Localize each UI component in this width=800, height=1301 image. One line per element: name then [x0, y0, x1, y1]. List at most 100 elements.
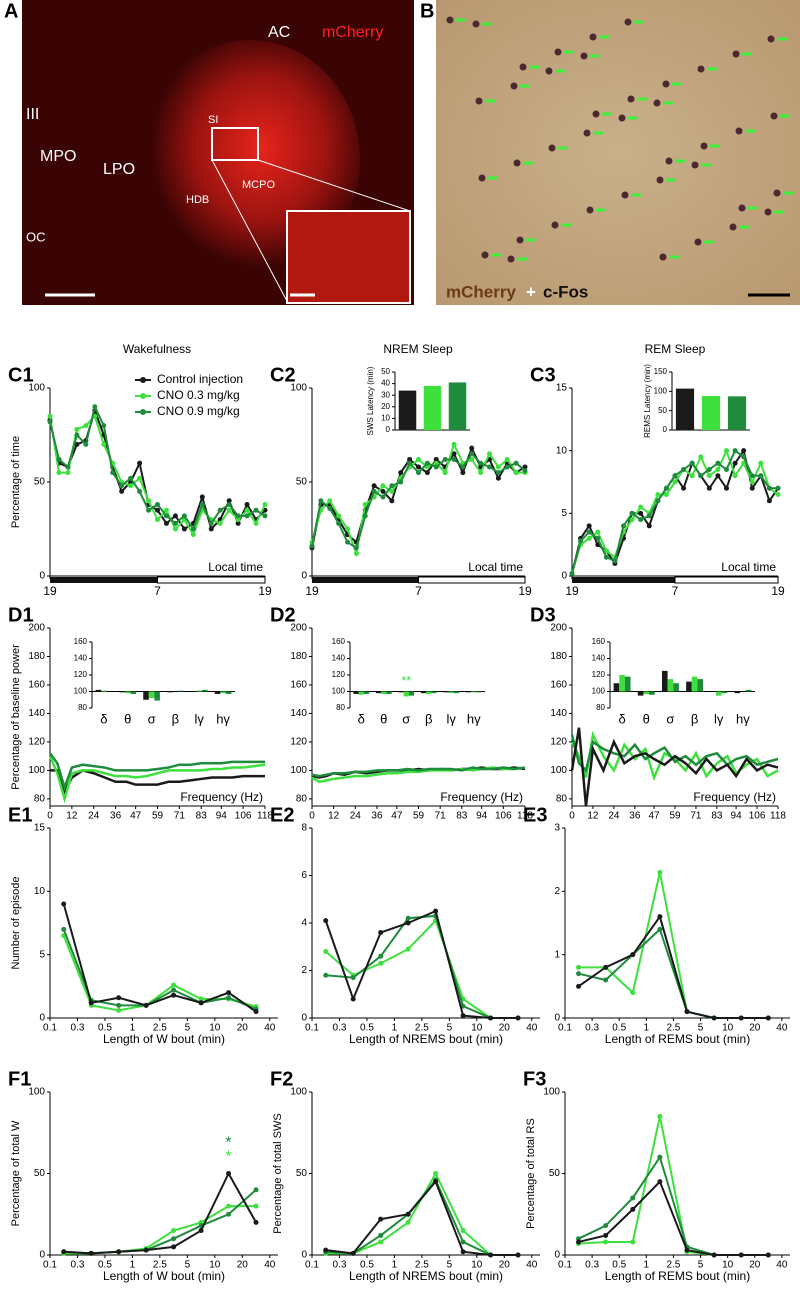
x-tick-label: 0.5 — [612, 1023, 626, 1034]
point — [663, 492, 669, 498]
point — [92, 404, 98, 410]
panel-letter: C1 — [8, 364, 34, 386]
cell — [624, 18, 632, 26]
x-tick-label: 36 — [371, 811, 383, 822]
y-tick-label: 120 — [592, 670, 606, 679]
category-label: β — [172, 711, 179, 726]
x-tick-label: 0.1 — [305, 1260, 319, 1271]
y-tick-label: 30 — [381, 390, 390, 399]
y-tick-label: 160 — [550, 680, 567, 691]
legend-marker — [140, 409, 146, 415]
cell — [621, 191, 629, 199]
point — [171, 992, 177, 998]
x-tick-label: 47 — [648, 811, 660, 822]
point — [110, 470, 116, 476]
y-tick-label: 160 — [28, 680, 45, 691]
category-label: θ — [643, 711, 650, 726]
x-tick-label: 1 — [130, 1023, 136, 1034]
bar — [453, 691, 460, 694]
point — [405, 1219, 411, 1225]
point — [657, 869, 663, 875]
x-tick-label: 0.5 — [612, 1260, 626, 1271]
series-line — [63, 1189, 257, 1255]
x-tick-label: 40 — [526, 1023, 538, 1034]
panel-a: A AC mCherry III MPO LPO SI MCPO HDB OC — [4, 0, 414, 305]
point — [657, 1113, 663, 1119]
point — [389, 498, 395, 504]
point — [323, 1247, 329, 1253]
y-tick-label: 160 — [332, 637, 346, 646]
y-tick-label: 120 — [290, 737, 307, 748]
category-label: β — [425, 711, 432, 726]
point — [389, 488, 395, 494]
point — [172, 526, 178, 532]
point — [244, 502, 250, 508]
panel-b: B mCherry + c-Fos — [420, 0, 800, 305]
point — [522, 464, 528, 470]
point — [684, 1009, 690, 1015]
y-tick-label: 140 — [592, 654, 606, 663]
y-tick-label: 10 — [381, 414, 390, 423]
point — [56, 456, 62, 462]
point — [766, 485, 772, 491]
point — [513, 470, 519, 476]
point — [630, 1239, 636, 1245]
panel-letter: F1 — [8, 1068, 31, 1090]
x-axis-title: Length of REMS bout (min) — [605, 1032, 750, 1046]
point — [172, 513, 178, 519]
bar — [119, 691, 125, 693]
series-line — [578, 1179, 769, 1256]
x-tick-label: 12 — [328, 811, 340, 822]
point — [198, 1000, 204, 1006]
x-axis-title: Local time — [208, 560, 263, 574]
point — [495, 464, 501, 470]
point — [88, 1250, 94, 1256]
point — [244, 507, 250, 513]
point — [451, 451, 457, 457]
point — [83, 423, 89, 429]
series-line — [311, 766, 526, 778]
bar — [661, 670, 668, 692]
point — [724, 448, 729, 454]
bar — [637, 691, 644, 696]
panel-letter: F2 — [270, 1068, 293, 1090]
x-tick-label: 2.5 — [666, 1023, 680, 1034]
point — [398, 470, 404, 476]
point — [389, 483, 395, 489]
point — [253, 507, 259, 513]
category-label: δ — [358, 711, 365, 726]
y-tick-label: 180 — [290, 651, 307, 662]
series-line — [577, 914, 769, 1019]
point — [208, 520, 214, 526]
point — [199, 502, 205, 508]
x-tick-label: 19 — [258, 584, 272, 598]
dark-phase — [312, 577, 419, 583]
y-tick-label: 2 — [554, 886, 560, 897]
stain-label: mCherry — [322, 24, 383, 41]
cell — [446, 16, 454, 24]
y-tick-label: 15 — [34, 823, 46, 834]
bar — [448, 382, 467, 430]
point — [765, 1015, 771, 1021]
x-tick-label: 20 — [499, 1023, 511, 1034]
point — [163, 520, 169, 526]
x-axis-title: Frequency (Hz) — [440, 790, 523, 804]
dark-phase — [50, 577, 158, 583]
point — [371, 483, 377, 489]
y-tick-label: 120 — [550, 737, 567, 748]
y-tick-label: 0 — [554, 1250, 560, 1261]
y-tick-label: 140 — [74, 654, 88, 663]
column-title: NREM Sleep — [383, 342, 453, 356]
stain-label: c-Fos — [543, 282, 588, 301]
x-tick-label: 5 — [185, 1260, 191, 1271]
point — [262, 513, 268, 519]
cell — [735, 127, 743, 135]
point — [119, 488, 125, 494]
bar — [178, 690, 184, 692]
point — [226, 502, 232, 508]
point — [362, 502, 368, 508]
y-tick-label: 100 — [28, 1087, 45, 1098]
x-tick-label: 71 — [174, 811, 186, 822]
x-tick-label: 12 — [587, 811, 599, 822]
panel-letter: F3 — [523, 1068, 546, 1090]
